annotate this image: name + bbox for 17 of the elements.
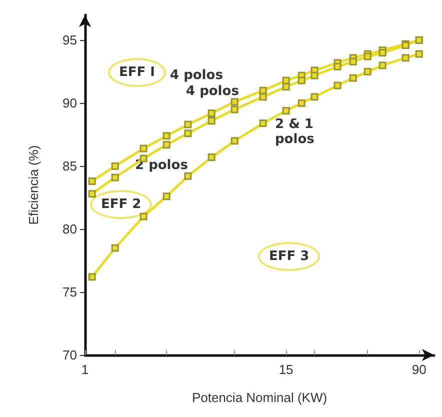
x-tick-label: 15 bbox=[278, 362, 294, 377]
annotation: 2 & 1 polos bbox=[275, 117, 316, 147]
y-tick-label: 75 bbox=[62, 284, 77, 300]
y-tick-label: 85 bbox=[62, 158, 77, 174]
annotation: EFF 2 bbox=[90, 190, 152, 219]
x-tick-label: 90 bbox=[412, 362, 426, 377]
annotation: EFF I bbox=[108, 58, 166, 87]
y-axis-title: Eficiencia (%) bbox=[26, 145, 41, 225]
y-tick-label: 95 bbox=[62, 32, 77, 48]
annotation: EFF 3 bbox=[258, 242, 320, 271]
annotation: 4 polos bbox=[186, 84, 239, 99]
x-tick-label: 1 bbox=[81, 362, 89, 377]
y-tick-label: 80 bbox=[62, 222, 77, 237]
y-tick-label: 70 bbox=[62, 348, 77, 362]
x-axis-title: Potencia Nominal (KW) bbox=[192, 390, 328, 405]
y-tick-label: 90 bbox=[62, 96, 77, 111]
annotation: 4 polos bbox=[170, 68, 223, 83]
